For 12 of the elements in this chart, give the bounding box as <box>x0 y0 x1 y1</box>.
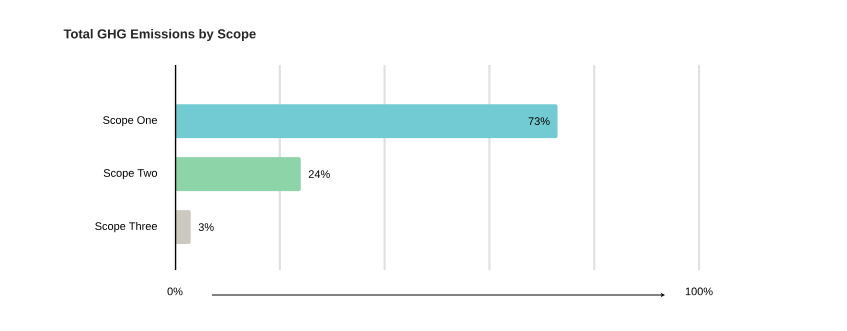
x-tick-label: 0% <box>168 288 183 296</box>
y-tick-label: Scope Three <box>95 222 157 232</box>
bar <box>175 210 191 244</box>
y-tick-label: Scope One <box>103 116 157 126</box>
y-tick-label: Scope Two <box>104 169 158 180</box>
data-label: 73% <box>528 117 550 126</box>
chart-title: Total GHG Emissions by Scope <box>64 28 256 42</box>
bar <box>175 104 558 138</box>
data-label: 24% <box>308 170 330 178</box>
x-tick-label: 100% <box>686 288 713 296</box>
bar <box>175 157 301 192</box>
data-label: 3% <box>198 223 214 231</box>
